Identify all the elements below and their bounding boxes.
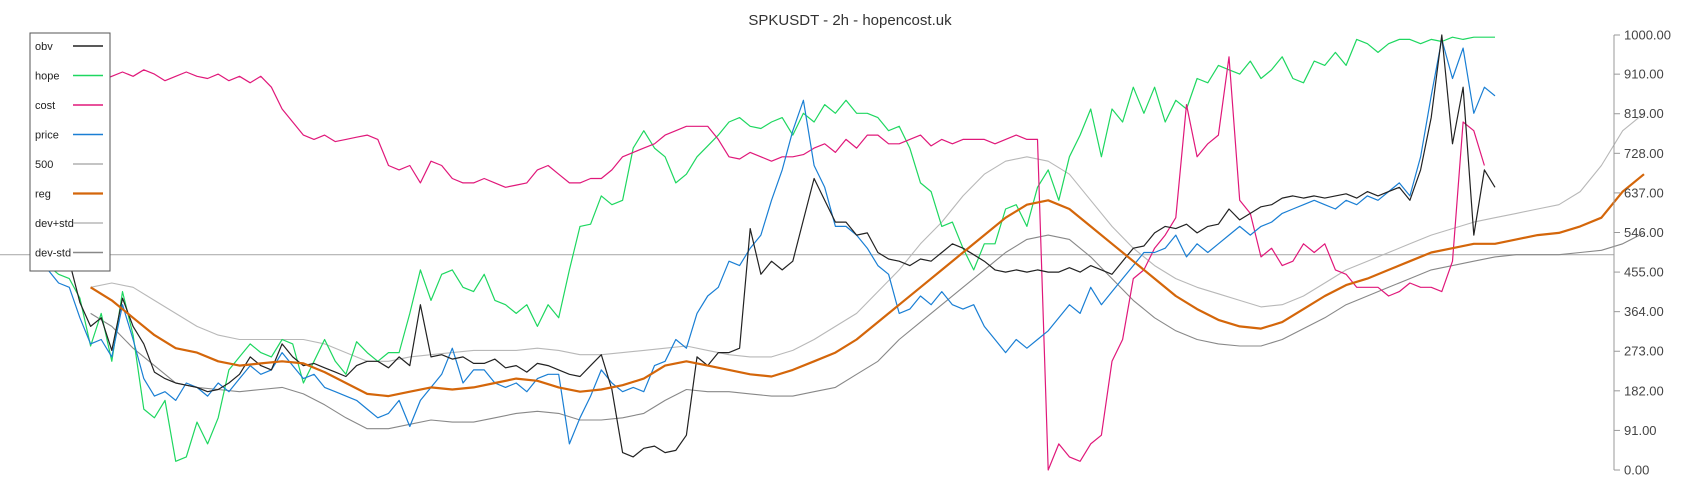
y-tick-label: 0.00	[1624, 463, 1649, 478]
series-line-price	[47, 38, 1496, 445]
legend-label-hope: hope	[35, 71, 59, 83]
y-tick-label: 455.00	[1624, 265, 1664, 280]
series-line-cost	[47, 56, 1485, 471]
chart-title: SPKUSDT - 2h - hopencost.uk	[748, 12, 952, 29]
y-tick-label: 728.00	[1624, 146, 1664, 161]
legend-label-devplusstd: dev+std	[35, 218, 74, 230]
y-tick-label: 546.00	[1624, 225, 1664, 240]
legend-label-dev-std: dev-std	[35, 248, 71, 260]
legend-label-reg: reg	[35, 189, 51, 201]
legend-label-price: price	[35, 130, 59, 142]
y-tick-label: 182.00	[1624, 383, 1664, 398]
y-axis: 1000.00 910.00 819.00 728.00 637.00 546.00 455…	[1613, 28, 1671, 478]
series-line-devplusstd	[90, 112, 1645, 362]
y-tick-label: 819.00	[1624, 106, 1664, 121]
legend-label-500: 500	[35, 159, 53, 171]
legend-label-obv: obv	[35, 41, 53, 53]
legend-box	[29, 32, 111, 272]
series-line-reg	[90, 173, 1645, 398]
y-tick-label: 273.00	[1624, 344, 1664, 359]
legend: obv hope cost price 500 reg dev+std dev-std	[29, 32, 111, 272]
y-tick-label: 910.00	[1624, 67, 1664, 82]
y-tick-label: 91.00	[1624, 423, 1657, 438]
series-line-dev-std	[90, 232, 1645, 430]
y-tick-label: 1000.00	[1624, 28, 1671, 43]
series-line-hope	[47, 36, 1495, 462]
series-line-obv	[47, 34, 1496, 458]
series-layer	[47, 34, 1645, 471]
y-tick-label: 637.00	[1624, 185, 1664, 200]
legend-label-cost: cost	[35, 100, 55, 112]
y-tick-label: 364.00	[1624, 304, 1664, 319]
